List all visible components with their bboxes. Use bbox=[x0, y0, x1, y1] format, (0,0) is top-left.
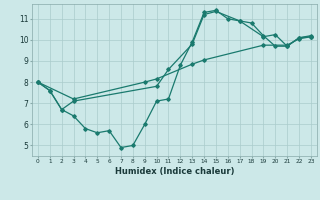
X-axis label: Humidex (Indice chaleur): Humidex (Indice chaleur) bbox=[115, 167, 234, 176]
